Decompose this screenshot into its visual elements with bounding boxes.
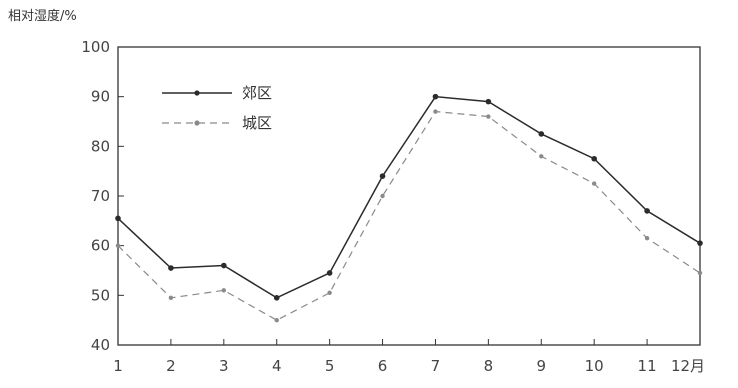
y-tick-label: 100 xyxy=(81,38,110,56)
x-tick-label: 3 xyxy=(219,357,229,375)
y-tick-label: 40 xyxy=(91,336,110,354)
legend-marker xyxy=(194,120,200,126)
data-point xyxy=(697,240,703,246)
x-tick-label: 5 xyxy=(325,357,335,375)
series-2 xyxy=(115,109,703,323)
data-point xyxy=(433,109,438,114)
data-point xyxy=(432,93,439,100)
x-tick-label: 11 xyxy=(638,357,657,375)
data-point xyxy=(380,193,385,199)
data-point xyxy=(644,208,650,214)
data-point xyxy=(326,270,333,276)
y-axis: 40 50 60 70 80 90 100 xyxy=(81,38,124,354)
y-tick-label: 80 xyxy=(91,137,110,155)
data-point xyxy=(115,243,121,248)
data-point xyxy=(539,154,544,159)
y-tick-label: 90 xyxy=(91,88,110,106)
y-tick-label: 50 xyxy=(91,286,110,304)
legend-label: 城区 xyxy=(242,114,272,132)
data-point xyxy=(327,290,332,296)
data-point xyxy=(644,236,650,241)
legend-label: 郊区 xyxy=(242,84,272,102)
data-point xyxy=(697,270,703,276)
data-point xyxy=(591,181,597,186)
data-point xyxy=(538,131,545,137)
data-point xyxy=(168,295,174,301)
data-point xyxy=(591,155,597,162)
x-tick-label: 7 xyxy=(431,357,441,375)
data-point xyxy=(379,173,386,179)
series-line xyxy=(117,95,701,299)
data-point xyxy=(274,317,279,323)
data-point xyxy=(221,262,227,269)
x-tick-label: 9 xyxy=(536,357,546,375)
series-layer xyxy=(115,93,703,323)
series-1 xyxy=(115,93,703,301)
data-point xyxy=(221,288,227,293)
x-tick-label: 1 xyxy=(113,357,123,375)
data-point xyxy=(168,265,174,271)
x-tick-label: 4 xyxy=(272,357,282,375)
x-tick-label: 6 xyxy=(378,357,388,375)
y-tick-label: 70 xyxy=(91,187,110,205)
series-line xyxy=(117,110,701,321)
plot-frame xyxy=(117,46,701,346)
x-tick-label: 8 xyxy=(484,357,494,375)
x-axis: 1 2 3 4 5 6 7 8 9 10 11 12月 xyxy=(113,339,705,375)
legend-marker xyxy=(194,90,200,96)
data-point xyxy=(115,215,121,222)
x-tick-label: 12月 xyxy=(671,357,705,375)
data-point xyxy=(485,98,492,105)
y-axis-title: 相对湿度/% xyxy=(8,8,77,24)
x-tick-label: 2 xyxy=(166,357,176,375)
data-point xyxy=(486,114,491,119)
data-point xyxy=(273,295,280,301)
x-tick-label: 10 xyxy=(585,357,604,375)
y-tick-label: 60 xyxy=(91,237,110,255)
